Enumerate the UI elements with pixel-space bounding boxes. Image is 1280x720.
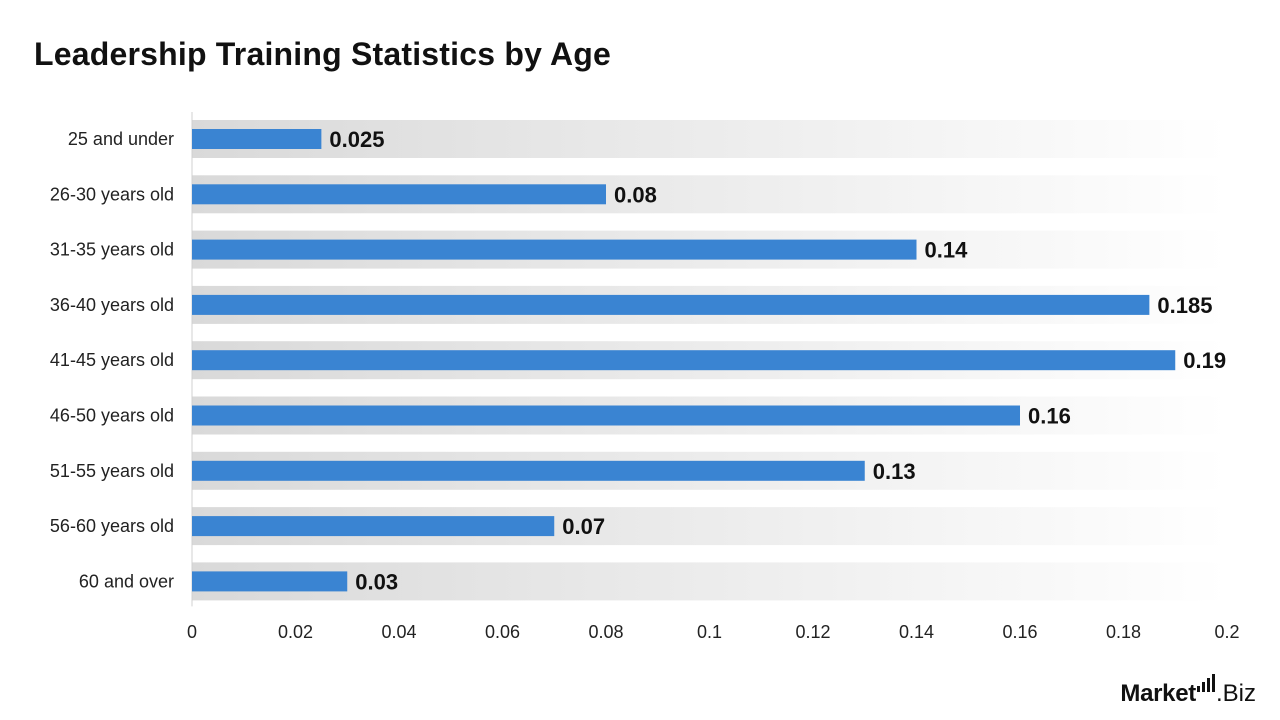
value-label: 0.03 xyxy=(355,569,398,594)
bar xyxy=(192,405,1020,426)
bar xyxy=(192,294,1150,315)
value-labels: 0.025 0.08 0.14 0.185 0.19 0.16 0.13 0.07 0.03 xyxy=(329,127,1226,594)
x-tick-label: 0.04 xyxy=(381,622,416,642)
value-label: 0.185 xyxy=(1157,293,1212,318)
category-label: 56-60 years old xyxy=(50,516,174,536)
chart-title: Leadership Training Statistics by Age xyxy=(34,36,612,72)
category-label: 51-55 years old xyxy=(50,461,174,481)
value-label: 0.14 xyxy=(925,238,969,263)
category-label: 26-30 years old xyxy=(50,184,174,204)
category-label: 46-50 years old xyxy=(50,406,174,426)
bar xyxy=(192,350,1176,371)
x-tick-label: 0.2 xyxy=(1214,622,1239,642)
brand-suffix: .Biz xyxy=(1215,680,1256,707)
category-label: 25 and under xyxy=(68,129,174,149)
category-label: 36-40 years old xyxy=(50,295,174,315)
x-tick-label: 0.18 xyxy=(1106,622,1141,642)
category-label: 31-35 years old xyxy=(50,240,174,260)
row-band xyxy=(192,562,1227,601)
x-tick-label: 0.08 xyxy=(588,622,623,642)
bar xyxy=(192,460,865,481)
value-label: 0.13 xyxy=(873,459,916,484)
x-tick-label: 0.1 xyxy=(697,622,722,642)
bar xyxy=(192,516,555,537)
value-label: 0.08 xyxy=(614,182,657,207)
x-tick-label: 0.02 xyxy=(278,622,313,642)
bar xyxy=(192,239,917,260)
brand-name: Market xyxy=(1120,680,1196,707)
value-label: 0.16 xyxy=(1028,404,1071,429)
x-tick-label: 0.12 xyxy=(795,622,830,642)
value-label: 0.07 xyxy=(562,514,605,539)
x-tick-label: 0 xyxy=(187,622,197,642)
bar xyxy=(192,129,322,149)
row-band xyxy=(192,120,1227,158)
brand-logo: Market .Biz xyxy=(1120,674,1256,706)
bars xyxy=(192,129,1176,592)
value-label: 0.025 xyxy=(329,127,384,152)
x-tick-label: 0.06 xyxy=(485,622,520,642)
x-tick-label: 0.16 xyxy=(1002,622,1037,642)
x-tick-label: 0.14 xyxy=(899,622,934,642)
category-labels: 25 and under 26-30 years old 31-35 years o… xyxy=(50,129,174,591)
x-axis-ticks: 0 0.02 0.04 0.06 0.08 0.1 0.12 0.14 0.16 0.18 0.2 xyxy=(187,622,1240,642)
bar xyxy=(192,184,606,205)
bar-chart-icon xyxy=(1196,674,1215,692)
value-label: 0.19 xyxy=(1183,348,1226,373)
category-label: 41-45 years old xyxy=(50,350,174,370)
category-label: 60 and over xyxy=(79,571,174,591)
bar xyxy=(192,571,348,592)
